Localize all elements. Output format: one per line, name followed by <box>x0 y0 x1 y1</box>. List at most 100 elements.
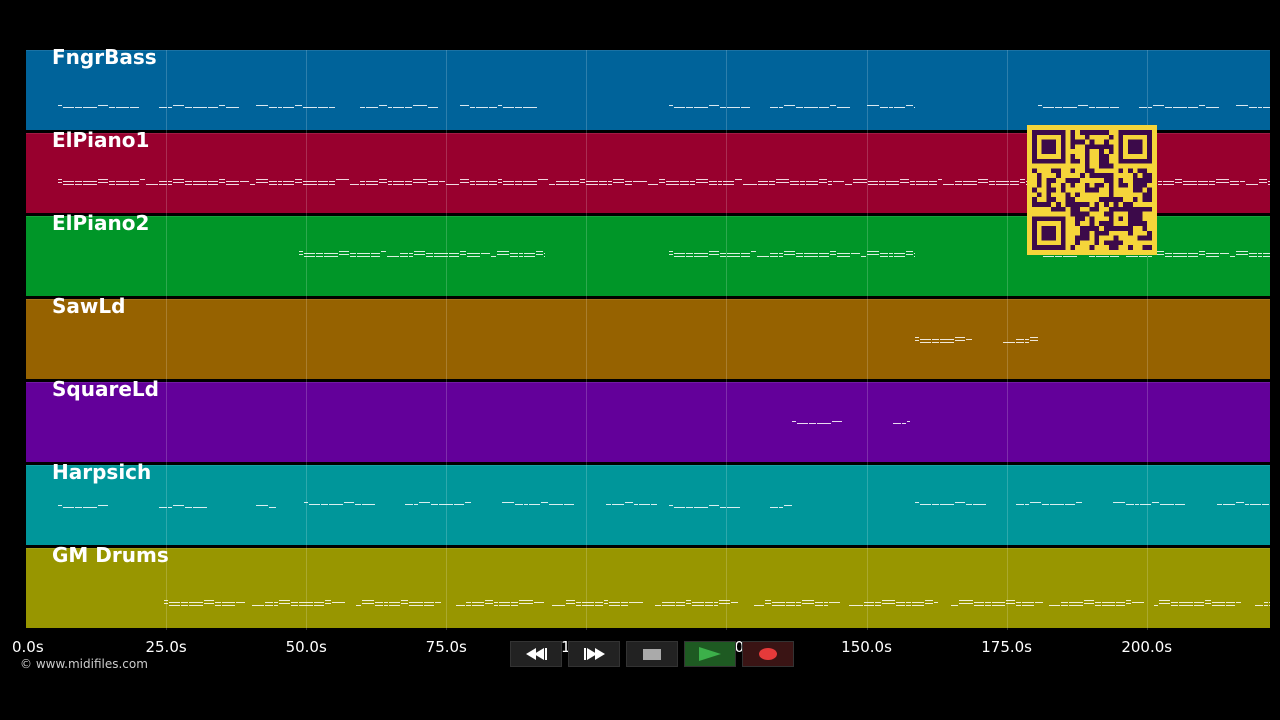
midi-note <box>192 107 207 108</box>
midi-note <box>906 602 912 603</box>
track-gm-drums[interactable]: GM Drums <box>26 543 1270 628</box>
midi-note <box>722 184 734 185</box>
midi-note <box>302 184 317 185</box>
midi-note <box>932 504 940 505</box>
midi-note <box>595 605 604 606</box>
midi-note <box>1165 107 1173 108</box>
midi-note <box>1003 342 1016 343</box>
midi-note <box>1160 504 1175 505</box>
midi-note <box>1205 603 1212 604</box>
midi-note <box>167 107 172 108</box>
play-button[interactable] <box>684 641 736 667</box>
midi-note <box>1188 256 1199 257</box>
midi-note <box>740 256 750 257</box>
fast-forward-button[interactable] <box>568 641 620 667</box>
track-fngrbass[interactable]: FngrBass <box>26 45 1270 130</box>
midi-note <box>866 251 879 252</box>
midi-note <box>789 184 799 185</box>
midi-note <box>796 423 808 424</box>
midi-note <box>892 423 901 424</box>
midi-note <box>915 340 920 341</box>
track-name: GM Drums <box>52 543 169 567</box>
midi-note <box>818 179 827 180</box>
track-sawld[interactable]: SawLd <box>26 294 1270 379</box>
midi-note <box>1263 107 1270 108</box>
midi-note <box>1188 107 1199 108</box>
midi-note <box>836 107 850 108</box>
midi-note <box>167 507 172 508</box>
stop-icon <box>643 648 661 660</box>
time-tick-label: 200.0s <box>1121 638 1173 656</box>
midi-note <box>514 184 522 185</box>
midi-note <box>466 602 472 603</box>
midi-note <box>218 182 225 183</box>
midi-note <box>378 105 387 106</box>
midi-note <box>509 253 518 254</box>
midi-note <box>1132 602 1145 603</box>
timeline: FngrBass ElPiano1 ElPiano2 SawLd SquareLd Har… <box>26 45 1270 630</box>
track-harpsich[interactable]: Harpsich <box>26 460 1270 545</box>
midi-note <box>338 251 349 252</box>
midi-note <box>401 600 409 601</box>
midi-note <box>1199 251 1206 252</box>
midi-note <box>323 256 338 257</box>
midi-note <box>708 181 717 182</box>
midi-note <box>519 603 534 604</box>
track-elpiano2[interactable]: ElPiano2 <box>26 211 1270 296</box>
track-squareld[interactable]: SquareLd <box>26 377 1270 462</box>
midi-note <box>129 181 139 182</box>
midi-note <box>612 182 624 183</box>
midi-note <box>977 179 988 180</box>
midi-note <box>548 184 555 185</box>
midi-note <box>433 253 448 254</box>
midi-note <box>1182 184 1197 185</box>
midi-note <box>494 602 499 603</box>
track-name: SquareLd <box>52 377 159 401</box>
midi-note <box>824 605 829 606</box>
midi-note <box>475 181 488 182</box>
midi-note <box>299 602 314 603</box>
midi-note <box>1264 602 1269 603</box>
midi-note <box>1174 182 1182 183</box>
midi-note <box>74 107 82 108</box>
midi-note <box>852 179 867 180</box>
midi-note <box>215 605 222 606</box>
midi-note <box>668 105 673 106</box>
midi-note <box>225 184 239 185</box>
midi-note <box>57 179 62 180</box>
midi-note <box>303 256 315 257</box>
midi-note <box>412 182 427 183</box>
midi-note <box>537 179 548 180</box>
midi-note <box>769 253 778 254</box>
midi-note <box>765 603 772 604</box>
midi-note <box>1110 256 1120 257</box>
midi-note <box>995 184 1009 185</box>
midi-note <box>387 107 392 108</box>
midi-note <box>552 605 566 606</box>
time-tick-label: 50.0s <box>285 638 327 656</box>
midi-note <box>1162 184 1174 185</box>
midi-note <box>82 507 97 508</box>
midi-note <box>192 181 207 182</box>
midi-note <box>494 605 499 606</box>
midi-note <box>1016 504 1025 505</box>
midi-note <box>167 181 172 182</box>
midi-note <box>1063 107 1078 108</box>
track-name: ElPiano1 <box>52 128 150 152</box>
midi-note <box>380 251 386 252</box>
midi-note <box>789 181 799 182</box>
midi-note <box>555 181 569 182</box>
rewind-button[interactable] <box>510 641 562 667</box>
midi-note <box>268 107 277 108</box>
time-tick-label: 25.0s <box>145 638 187 656</box>
midi-note <box>925 600 934 601</box>
midi-note <box>829 602 841 603</box>
midi-note <box>57 105 62 106</box>
midi-note <box>1239 181 1245 182</box>
record-button[interactable] <box>742 641 794 667</box>
midi-note <box>915 181 928 182</box>
midi-note <box>502 184 514 185</box>
stop-button[interactable] <box>626 641 678 667</box>
midi-note <box>679 184 689 185</box>
midi-note <box>734 179 742 180</box>
